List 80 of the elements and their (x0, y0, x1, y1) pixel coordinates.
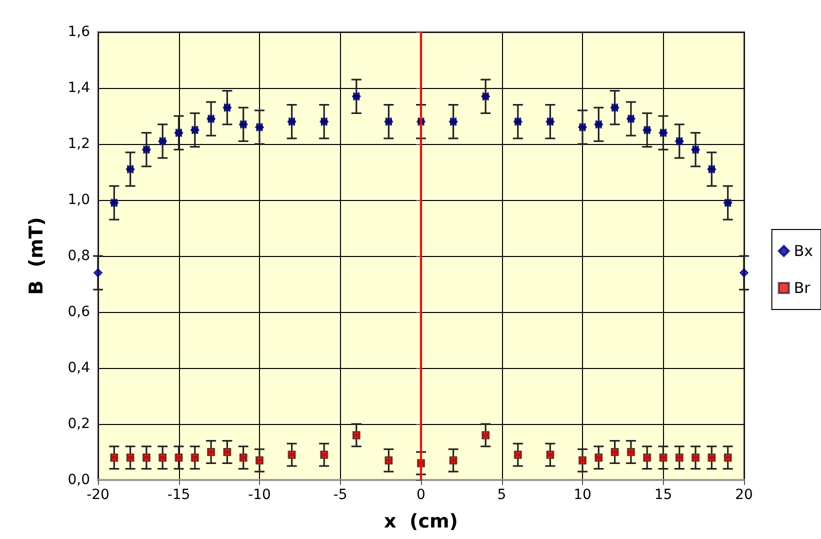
y-axis-title: B (mT) (26, 217, 48, 295)
point (256, 456, 264, 464)
y-tick-label: 0,0 (68, 472, 90, 488)
point (481, 92, 490, 101)
point (320, 117, 329, 126)
point (110, 454, 118, 462)
point (288, 450, 296, 459)
point (723, 198, 732, 208)
x-tick-label: -10 (248, 487, 271, 503)
point (642, 126, 652, 134)
point (626, 114, 636, 124)
x-tick-label: 15 (654, 487, 672, 503)
point (190, 454, 199, 462)
point (546, 450, 554, 459)
y-tick-label: 0,6 (68, 304, 90, 320)
point (658, 128, 668, 138)
y-tick-label: 1,0 (68, 192, 90, 208)
y-tick-label: 1,4 (68, 80, 90, 96)
point (158, 454, 167, 462)
point (578, 456, 586, 464)
point (724, 454, 732, 462)
point (142, 145, 151, 154)
point (174, 454, 183, 462)
point (578, 122, 587, 132)
point (513, 117, 522, 126)
point (255, 122, 264, 132)
x-tick-label: 20 (735, 487, 753, 503)
point (482, 431, 490, 440)
point (384, 117, 394, 126)
x-axis-title: x (cm) (384, 510, 458, 532)
x-tick-label: 5 (497, 487, 506, 503)
point (626, 448, 635, 456)
point (610, 448, 619, 456)
y-tick-label: 0,4 (68, 360, 90, 376)
point (675, 454, 684, 462)
point (126, 454, 134, 462)
x-tick-label: 10 (574, 487, 592, 503)
point (692, 454, 700, 462)
point (594, 454, 603, 462)
point (708, 454, 716, 462)
point (740, 268, 748, 278)
point (674, 136, 684, 146)
point (238, 120, 248, 129)
y-tick-label: 0,2 (68, 416, 90, 432)
x-tick-label: -5 (333, 487, 348, 503)
point (174, 128, 184, 138)
point (110, 198, 119, 208)
point (142, 454, 150, 462)
point (643, 454, 652, 462)
point (320, 450, 328, 459)
point (514, 450, 522, 459)
point (352, 92, 361, 101)
x-tick-label: 0 (416, 487, 426, 503)
x-tick-label: -20 (86, 487, 110, 503)
point (158, 136, 168, 146)
point (239, 454, 248, 462)
point (546, 117, 555, 126)
point (126, 164, 135, 174)
point (287, 117, 296, 126)
y-tick-label: 1,2 (68, 136, 90, 152)
point (207, 448, 216, 456)
legend-label: Br (794, 279, 812, 297)
y-tick-label: 0,8 (68, 248, 90, 264)
point (691, 145, 700, 154)
legend-label: Bx (794, 242, 814, 260)
point (384, 456, 393, 464)
point (190, 126, 200, 134)
x-tick-label: -15 (167, 487, 190, 503)
point (352, 431, 360, 440)
point (448, 117, 458, 126)
point (610, 103, 620, 112)
point (449, 456, 458, 464)
point (223, 448, 232, 456)
point (206, 114, 216, 124)
point (222, 103, 232, 112)
point (94, 268, 102, 278)
point (659, 454, 668, 462)
y-tick-label: 1,6 (68, 24, 90, 40)
point (594, 120, 604, 129)
point (707, 164, 716, 174)
